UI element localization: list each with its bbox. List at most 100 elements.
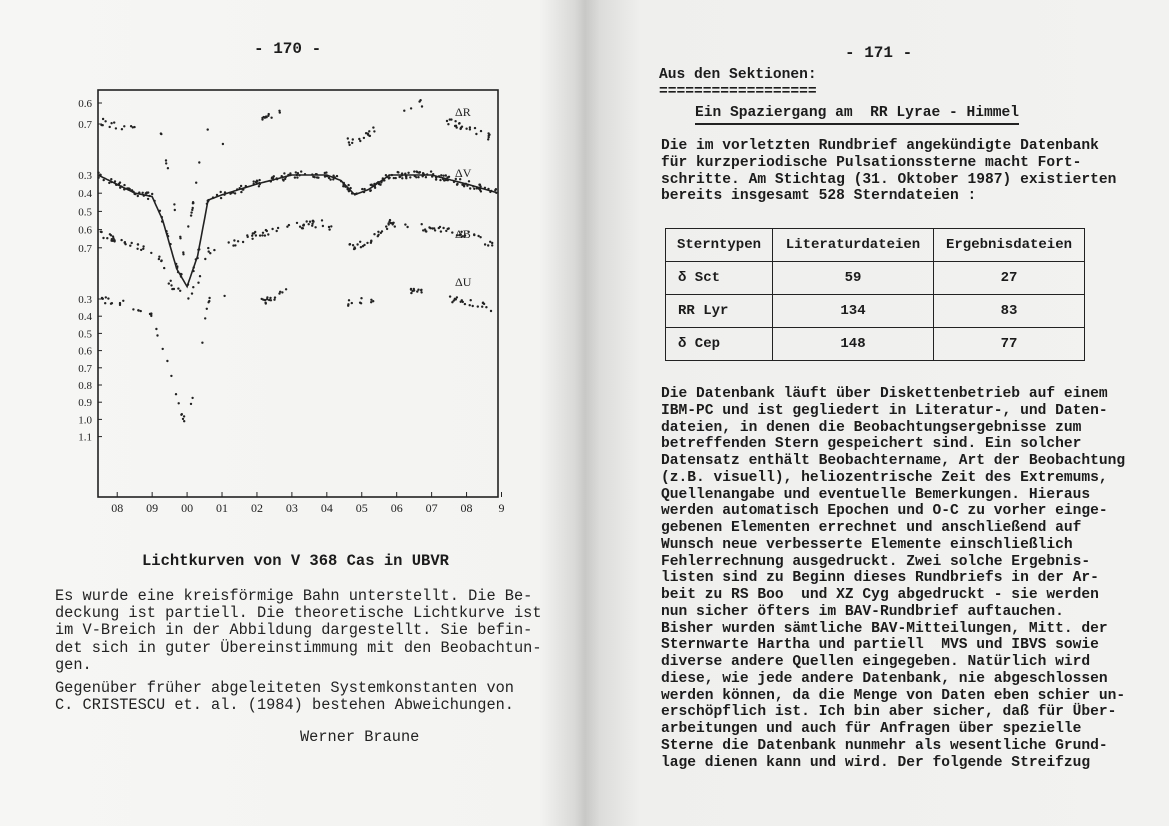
data-point [489,240,492,243]
data-point [265,298,269,301]
data-point [423,173,426,176]
data-point [411,289,414,293]
data-point [133,192,136,196]
data-point [160,132,163,136]
data-point [223,294,226,298]
data-point [177,402,180,405]
data-point [155,327,158,331]
table-row: RR Lyr 134 83 [665,294,1085,328]
data-point [110,238,113,241]
x-tick-label: 07 [426,501,438,515]
data-point [179,289,182,292]
data-point [361,187,364,191]
y-tick-label: 0.4 [78,188,92,200]
data-point [380,181,383,184]
data-point [444,174,447,177]
data-point [119,186,122,189]
data-point [123,125,126,128]
data-point [384,174,388,177]
data-point [468,128,472,131]
data-point [487,138,490,141]
data-point [437,226,440,230]
y-tick-label: 1.1 [78,432,92,444]
text-line: Sterne die Datenbank nunmehr als wesentl… [661,737,1108,754]
data-point [284,175,288,179]
data-point [460,230,463,233]
data-point [487,134,490,137]
text-line: lage dienen kann und wird. Der folgende … [661,754,1091,771]
data-point [120,128,124,131]
data-point [140,248,143,252]
data-point [426,173,429,176]
data-point [447,123,450,126]
data-point [118,303,122,307]
data-point [111,235,115,238]
data-point [176,266,179,270]
data-point [475,187,479,190]
data-point [458,122,461,125]
data-point [123,183,126,187]
data-point [190,292,194,295]
y-tick-label: 0.3 [78,170,92,182]
data-point [182,253,185,256]
data-point [176,270,180,274]
data-point [194,258,197,261]
section-heading: Aus den Sektionen: [659,67,817,83]
text-line: Die Datenbank läuft über Diskettenbetrie… [661,386,1108,402]
data-point [232,244,235,247]
data-point [108,181,111,185]
data-point [387,223,390,226]
text-line: arbeitungen und auch für Anfragen über s… [661,721,1082,737]
data-point [255,182,258,185]
data-point [233,239,236,242]
data-point [205,202,209,205]
x-tick-label: 03 [286,501,298,515]
text-line: Quellenangabe und eventuelle Bemerkungen… [661,486,1091,503]
data-point [198,275,202,278]
data-point [142,247,145,250]
data-point [325,174,328,178]
data-point [359,240,362,243]
data-point [376,235,379,238]
data-point [473,233,476,237]
data-point [483,186,487,189]
text-line: beit zu RS Boo und XZ Cyg abgedruckt - s… [661,587,1099,603]
y-tick-label: 0.4 [78,311,92,323]
data-point [189,402,193,406]
data-point [251,237,254,240]
data-point [439,230,443,233]
text-line: det sich in guter Übereinstimmung mit de… [55,638,542,657]
data-point [353,192,357,196]
data-point [329,178,332,181]
data-point [163,266,166,270]
data-point [404,172,407,175]
data-point [320,219,324,222]
data-point [273,298,276,301]
data-point [400,172,404,175]
data-point [281,291,284,294]
header-cell: Sterntypen [665,228,773,262]
data-point [204,257,207,261]
data-point [293,176,297,179]
data-point [110,302,114,305]
data-point [440,174,443,177]
data-point [286,225,289,228]
data-point [211,196,215,199]
data-point [169,279,172,282]
data-point [240,190,243,194]
data-point [385,227,389,231]
data-point [300,170,303,173]
data-point [446,179,449,182]
data-point [267,233,270,236]
data-point [390,173,394,177]
text-line: Sternwarte Hartha und partiell MVS und I… [661,637,1099,654]
data-point [472,185,475,188]
data-point [284,288,288,291]
data-point [219,196,223,200]
data-point [242,188,245,191]
data-point [450,118,453,121]
data-point [442,174,445,177]
page-number-right: - 171 - [845,44,913,62]
data-point [303,173,307,176]
data-point [150,313,153,316]
